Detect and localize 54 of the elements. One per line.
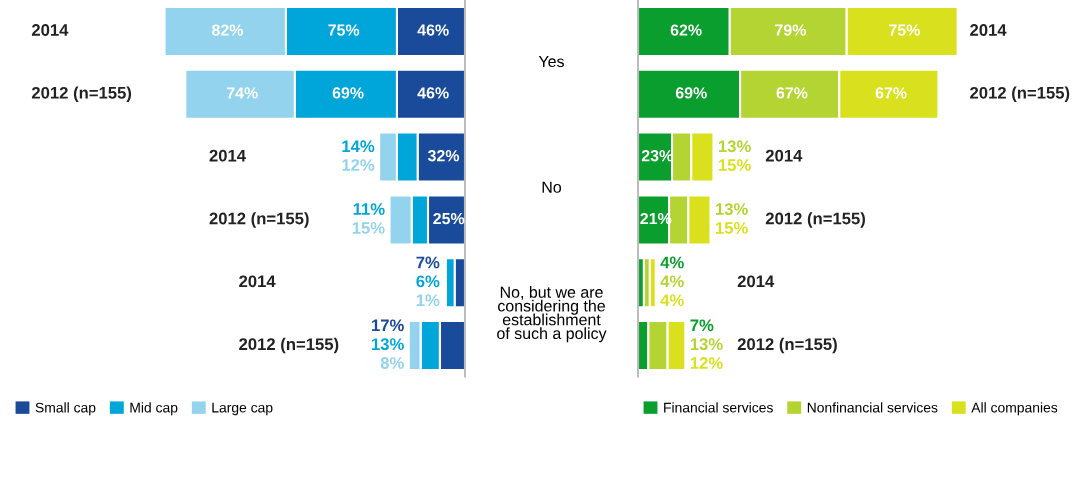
legend-label: Nonfinancial services	[807, 402, 938, 413]
y-tick-label: 2012 (n=155)	[209, 212, 309, 228]
data-label: 13%	[716, 203, 748, 215]
data-label: 69%	[675, 87, 707, 99]
data-label: 12%	[342, 159, 375, 171]
y-tick-label: 2014	[737, 275, 775, 288]
data-label: 7%	[416, 256, 440, 269]
data-label: 11%	[353, 203, 385, 215]
y-tick-label: 2012 (n=155)	[31, 86, 132, 103]
data-label: 75%	[328, 24, 360, 36]
data-label: 74%	[226, 87, 258, 99]
legend-label: Large cap	[212, 402, 273, 416]
data-label: 7%	[690, 319, 714, 332]
legend-label: Mid cap	[130, 402, 178, 416]
data-label: 4%	[660, 275, 684, 288]
y-tick-label: 2012 (n=155)	[970, 86, 1070, 103]
data-label: 67%	[875, 87, 907, 99]
data-label: 67%	[776, 87, 808, 99]
data-label: 32%	[427, 150, 460, 162]
data-label: 15%	[718, 159, 751, 171]
legend-label: Financial services	[664, 402, 773, 413]
y-tick-label: 2014	[31, 24, 69, 36]
data-label: 46%	[417, 24, 449, 36]
data-label: 13%	[690, 338, 723, 351]
text: Yes	[538, 55, 564, 68]
data-label: 17%	[372, 319, 404, 332]
y-tick-label: 2014	[239, 275, 276, 288]
data-label: 8%	[380, 357, 404, 369]
data-label: 4%	[660, 256, 684, 269]
data-label: 15%	[352, 222, 385, 234]
data-label: 12%	[690, 357, 723, 369]
y-tick-label: 2012 (n=155)	[765, 212, 865, 228]
y-tick-label: 2014	[970, 24, 1007, 36]
data-label: 82%	[211, 24, 244, 36]
data-label: 75%	[889, 24, 920, 36]
legend-label: Small cap	[35, 402, 96, 416]
y-tick-label: 2012 (n=155)	[737, 337, 837, 354]
data-label: 6%	[416, 275, 440, 288]
data-label: 1%	[416, 294, 440, 307]
y-tick-label: 2014	[209, 149, 246, 162]
data-label: 4%	[660, 294, 684, 307]
data-label: 79%	[775, 24, 806, 36]
text: No, but we are considering the establishment of such a policy	[497, 286, 607, 343]
data-label: 13%	[372, 338, 404, 351]
data-label: 62%	[670, 24, 702, 36]
legend-label: All companies	[971, 402, 1058, 416]
data-label: 15%	[716, 222, 748, 234]
text: No	[542, 181, 562, 193]
data-label: 13%	[718, 140, 751, 153]
y-tick-label: 2012 (n=155)	[239, 337, 339, 354]
y-tick-label: 2014	[765, 149, 803, 162]
data-label: 69%	[332, 87, 364, 99]
data-label: 14%	[342, 140, 375, 153]
data-label: 46%	[417, 87, 449, 99]
